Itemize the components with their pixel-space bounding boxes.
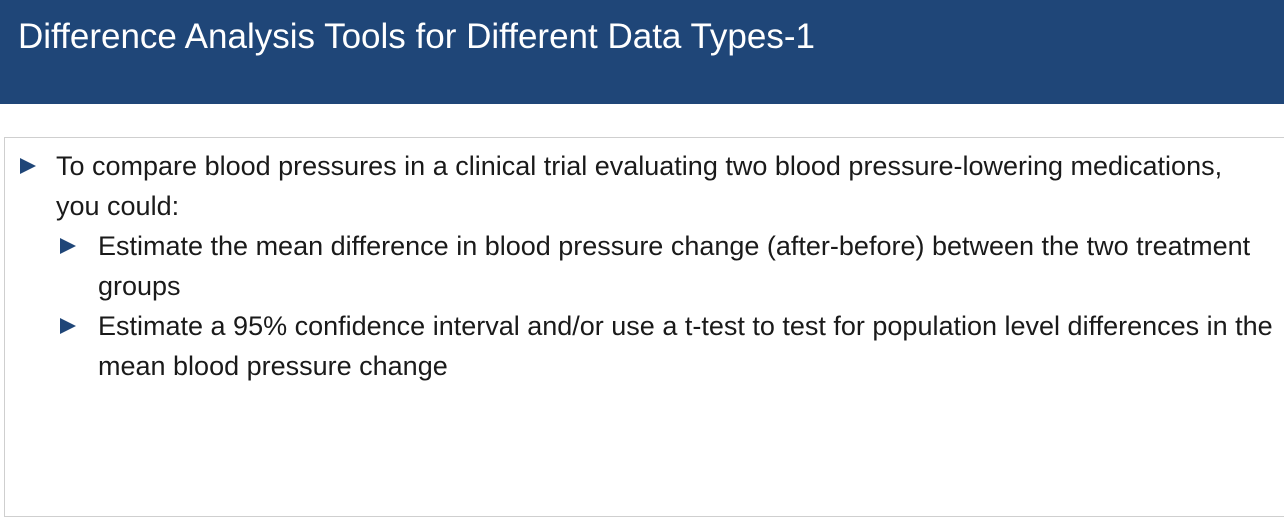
bullet-item-level2: Estimate a 95% confidence interval and/o… [60,306,1282,386]
bullet-text: Estimate a 95% confidence interval and/o… [98,311,1273,381]
bullet-text: Estimate the mean difference in blood pr… [98,231,1251,301]
slide-title-bar: Difference Analysis Tools for Different … [0,0,1284,104]
title-gap [0,104,1284,137]
slide-title: Difference Analysis Tools for Different … [18,17,815,56]
bullet-text: To compare blood pressures in a clinical… [56,151,1223,221]
slide-content-area [4,137,1284,517]
bullet-item-level2: Estimate the mean difference in blood pr… [60,226,1282,306]
triangle-right-icon [20,158,36,174]
triangle-right-icon [60,238,76,254]
bullet-item-level1: To compare blood pressures in a clinical… [20,146,1270,226]
triangle-right-icon [60,318,76,334]
